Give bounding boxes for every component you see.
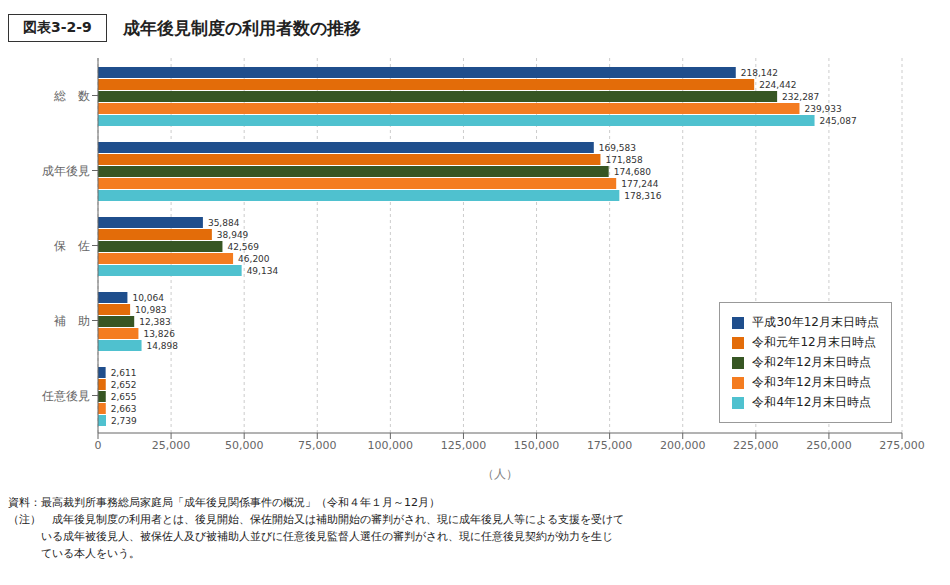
svg-text:10,983: 10,983 [135,305,167,315]
html-text:令和3年12月末日時点: 令和3年12月末日時点 [752,375,872,389]
svg-text:任意後見: 任意後見 [41,389,90,403]
svg-text:250,000: 250,000 [806,439,852,452]
html-text:平成30年12月末日時点: 平成30年12月末日時点 [752,315,879,329]
html-text:いる成年被後見人、被保佐人及び被補助人並びに任意後見監督人選: いる成年被後見人、被保佐人及び被補助人並びに任意後見監督人選任の審判がされ、現に… [8,530,613,543]
svg-text:225,000: 225,000 [733,439,779,452]
svg-text:2,652: 2,652 [111,380,137,390]
svg-text:10,064: 10,064 [132,293,164,303]
html-text:資料：最高裁判所事務総局家庭局「成年後見関係事件の概況」（令: 資料：最高裁判所事務総局家庭局「成年後見関係事件の概況」（令和４年１月～12月） [8,496,440,509]
svg-text:75,000: 75,000 [298,439,337,452]
html-text:（注） 成年後見制度の利用者とは、後見開始、保佐開始又は補助: （注） 成年後見制度の利用者とは、後見開始、保佐開始又は補助開始の審判がされ、現… [8,513,624,526]
html-text:令和元年12月末日時点: 令和元年12月末日時点 [752,335,876,349]
svg-text:50,000: 50,000 [225,439,264,452]
svg-text:150,000: 150,000 [514,439,560,452]
svg-text:200,000: 200,000 [660,439,706,452]
svg-text:169,583: 169,583 [599,143,636,153]
svg-text:49,134: 49,134 [247,266,279,276]
html-text:ている本人をいう。: ている本人をいう。 [8,547,140,560]
svg-text:232,287: 232,287 [782,92,819,102]
svg-text:14,898: 14,898 [147,341,179,351]
svg-text:42,569: 42,569 [227,242,259,252]
svg-text:12,383: 12,383 [139,317,171,327]
svg-text:総 数: 総 数 [53,89,90,103]
svg-text:275,000: 275,000 [879,439,925,452]
svg-text:補 助: 補 助 [54,314,90,328]
svg-text:174,680: 174,680 [614,167,651,177]
html-text:令和4年12月末日時点: 令和4年12月末日時点 [752,395,872,409]
svg-text:2,663: 2,663 [111,404,137,414]
svg-text:224,442: 224,442 [759,80,796,90]
html-text:令和2年12月末日時点: 令和2年12月末日時点 [752,355,872,369]
svg-text:0: 0 [95,439,102,452]
svg-text:175,000: 175,000 [587,439,633,452]
svg-text:25,000: 25,000 [152,439,191,452]
svg-text:2,739: 2,739 [111,416,137,426]
svg-text:245,087: 245,087 [820,116,857,126]
svg-text:46,200: 46,200 [238,254,270,264]
svg-text:成年後見: 成年後見 [42,164,90,178]
svg-text:125,000: 125,000 [441,439,487,452]
svg-text:2,611: 2,611 [111,368,137,378]
svg-text:239,933: 239,933 [804,104,841,114]
svg-text:保 佐: 保 佐 [54,239,90,253]
svg-text:2,655: 2,655 [111,392,137,402]
svg-text:218,142: 218,142 [741,68,778,78]
html-text:成年後見制度の利用者数の推移: 成年後見制度の利用者数の推移 [122,17,361,38]
svg-text:177,244: 177,244 [621,179,658,189]
svg-text:171,858: 171,858 [605,155,642,165]
svg-text:35,884: 35,884 [208,218,240,228]
svg-text:38,949: 38,949 [217,230,249,240]
svg-text:13,826: 13,826 [143,329,175,339]
html-text:図表3-2-9: 図表3-2-9 [23,19,92,35]
svg-text:100,000: 100,000 [368,439,414,452]
svg-text:（人）: （人） [482,467,518,481]
svg-text:178,316: 178,316 [624,191,661,201]
